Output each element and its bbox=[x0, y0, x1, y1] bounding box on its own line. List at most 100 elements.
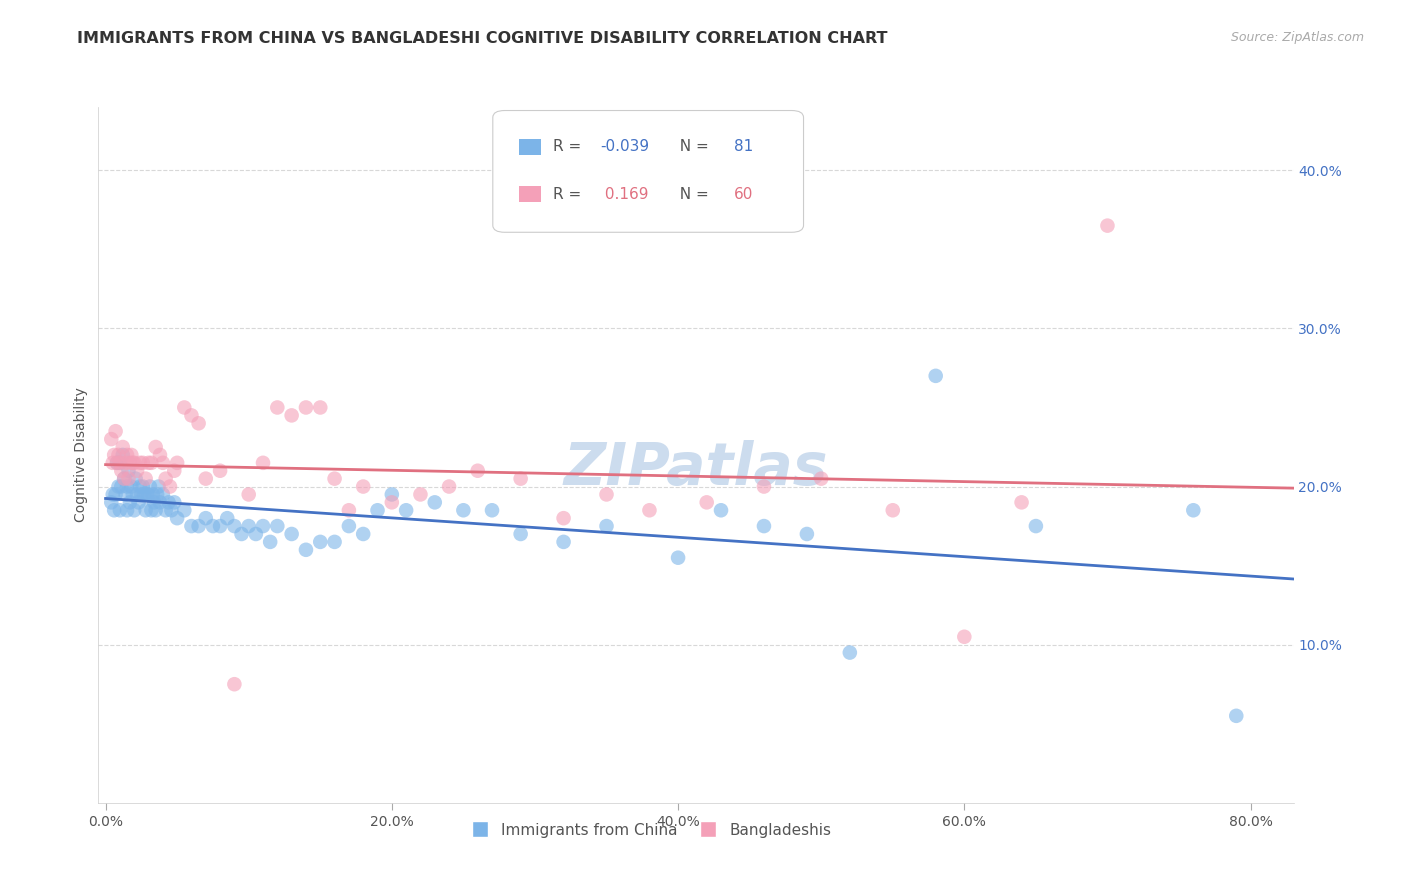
Text: N =: N = bbox=[669, 186, 713, 202]
Point bbox=[103, 503, 125, 517]
Point bbox=[280, 527, 302, 541]
Point bbox=[309, 534, 332, 549]
Point bbox=[125, 464, 148, 478]
Point bbox=[238, 519, 260, 533]
Point bbox=[481, 503, 503, 517]
FancyBboxPatch shape bbox=[519, 186, 541, 202]
Point bbox=[453, 503, 475, 517]
Point bbox=[160, 503, 183, 517]
FancyBboxPatch shape bbox=[519, 139, 541, 155]
Point bbox=[118, 495, 141, 509]
Point bbox=[1025, 519, 1047, 533]
Point bbox=[107, 479, 129, 493]
Point bbox=[135, 472, 157, 486]
Point bbox=[638, 503, 661, 517]
Point bbox=[810, 472, 832, 486]
Point bbox=[115, 503, 138, 517]
Point bbox=[266, 519, 288, 533]
Point bbox=[118, 456, 141, 470]
Text: -0.039: -0.039 bbox=[600, 139, 650, 154]
Point bbox=[323, 534, 346, 549]
Point bbox=[157, 495, 180, 509]
Point bbox=[105, 456, 128, 470]
Point bbox=[752, 519, 775, 533]
Point bbox=[145, 503, 167, 517]
Point bbox=[194, 511, 217, 525]
Point bbox=[143, 495, 166, 509]
Point bbox=[337, 503, 360, 517]
Point bbox=[139, 479, 162, 493]
Point bbox=[595, 519, 617, 533]
Point bbox=[142, 487, 165, 501]
Point bbox=[266, 401, 288, 415]
Point bbox=[381, 487, 404, 501]
Point bbox=[1011, 495, 1033, 509]
Point bbox=[163, 464, 186, 478]
Point bbox=[141, 456, 163, 470]
Point bbox=[112, 472, 135, 486]
Point bbox=[209, 519, 232, 533]
Point bbox=[141, 503, 163, 517]
Point bbox=[238, 487, 260, 501]
Point bbox=[146, 487, 169, 501]
Point bbox=[111, 440, 134, 454]
Point bbox=[124, 472, 146, 486]
Point bbox=[280, 409, 302, 423]
Point bbox=[467, 464, 489, 478]
Point bbox=[122, 503, 145, 517]
Point bbox=[352, 479, 374, 493]
Point bbox=[224, 677, 246, 691]
Text: 81: 81 bbox=[734, 139, 754, 154]
Point bbox=[224, 519, 246, 533]
Point bbox=[295, 542, 318, 557]
Point bbox=[121, 487, 143, 501]
Point bbox=[337, 519, 360, 533]
Point bbox=[953, 630, 976, 644]
Point bbox=[423, 495, 446, 509]
Point bbox=[132, 456, 155, 470]
Point bbox=[115, 479, 138, 493]
Point bbox=[187, 417, 209, 431]
Point bbox=[100, 495, 122, 509]
Point bbox=[180, 409, 202, 423]
Point bbox=[121, 456, 143, 470]
Point bbox=[710, 503, 733, 517]
Point bbox=[136, 487, 159, 501]
Point bbox=[381, 495, 404, 509]
Point bbox=[117, 464, 139, 478]
Point bbox=[173, 401, 195, 415]
Point bbox=[149, 495, 172, 509]
Point bbox=[595, 487, 617, 501]
Point bbox=[166, 456, 188, 470]
Point bbox=[129, 479, 152, 493]
Point bbox=[155, 472, 177, 486]
Point bbox=[110, 464, 132, 478]
Point bbox=[553, 511, 575, 525]
Point bbox=[252, 519, 274, 533]
Point bbox=[252, 456, 274, 470]
Point bbox=[104, 487, 127, 501]
Point bbox=[752, 479, 775, 493]
Point bbox=[128, 495, 150, 509]
Point bbox=[173, 503, 195, 517]
Point bbox=[111, 448, 134, 462]
Text: R =: R = bbox=[553, 139, 586, 154]
Point bbox=[217, 511, 239, 525]
Point bbox=[148, 479, 170, 493]
Point bbox=[201, 519, 224, 533]
Y-axis label: Cognitive Disability: Cognitive Disability bbox=[75, 387, 89, 523]
FancyBboxPatch shape bbox=[494, 111, 804, 232]
Point bbox=[101, 456, 124, 470]
Point bbox=[103, 448, 125, 462]
Point bbox=[108, 503, 131, 517]
Point bbox=[409, 487, 432, 501]
Point bbox=[1097, 219, 1119, 233]
Point bbox=[105, 456, 128, 470]
Point bbox=[796, 527, 818, 541]
Point bbox=[194, 472, 217, 486]
Point bbox=[367, 503, 389, 517]
Point bbox=[395, 503, 418, 517]
Point bbox=[155, 503, 177, 517]
Point bbox=[132, 479, 155, 493]
Point bbox=[122, 456, 145, 470]
